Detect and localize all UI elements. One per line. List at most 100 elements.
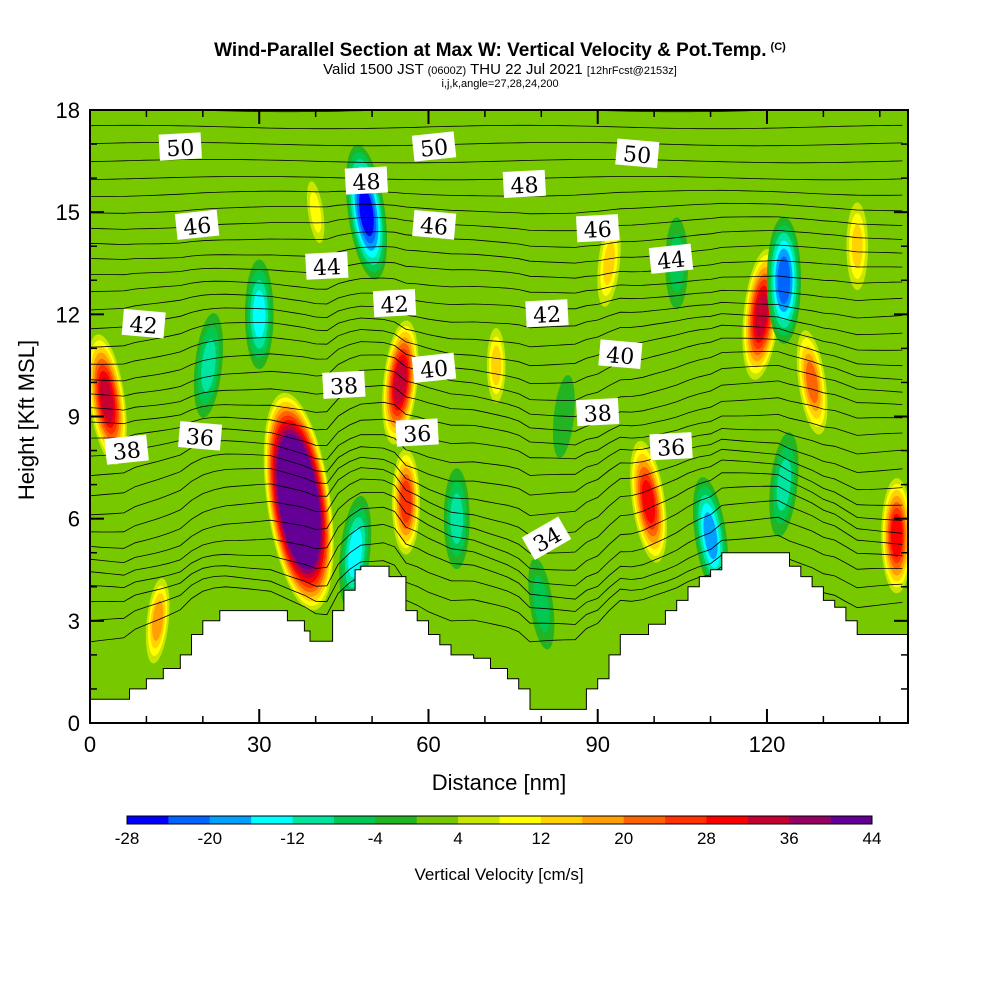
copyright-mark: (C) (770, 41, 786, 53)
colorbar-swatch (540, 816, 583, 824)
theta-label: 42 (525, 299, 569, 329)
potential-temperature-contours (90, 110, 903, 643)
colorbar-swatch (458, 816, 500, 824)
colorbar-tick-label: 28 (697, 829, 716, 848)
colorbar-swatch (665, 816, 707, 824)
theta-label: 42 (372, 289, 417, 319)
velocity-band (359, 188, 374, 237)
velocity-band (348, 527, 363, 578)
theta-label: 46 (575, 214, 620, 244)
isentrope-line (90, 159, 903, 164)
colorbar-swatch (623, 816, 666, 824)
velocity-band (201, 339, 216, 392)
theta-label-text: 40 (419, 356, 449, 384)
theta-label-text: 50 (419, 135, 449, 163)
theta-label: 46 (174, 209, 220, 241)
x-axis-label: Distance [nm] (432, 770, 567, 795)
velocity-cell (193, 313, 224, 418)
velocity-cell (244, 259, 274, 370)
isentrope-line (90, 289, 903, 311)
colorbar-frame (126, 815, 873, 825)
colorbar-swatch (830, 816, 873, 824)
colorbar-swatch (416, 816, 459, 824)
theta-label: 48 (502, 169, 546, 200)
velocity-cell (766, 216, 801, 344)
theta-label: 48 (344, 166, 388, 196)
valid-time-line: Valid 1500 JST (0600Z) THU 22 Jul 2021 [… (0, 62, 1000, 79)
velocity-band (776, 458, 792, 511)
valid-date: THU 22 Jul 2021 (470, 61, 583, 78)
velocity-cell (90, 334, 127, 465)
velocity-cell (879, 472, 908, 600)
colorbar-tick-label: 20 (614, 829, 633, 848)
isentrope-line (90, 244, 903, 264)
isentrope-line (90, 459, 903, 536)
isentrope-line (90, 364, 903, 418)
isentrope-line (90, 324, 903, 367)
chart-title-block: Wind-Parallel Section at Max W: Vertical… (0, 36, 1000, 90)
colorbar-swatch (706, 816, 749, 824)
velocity-band (703, 512, 718, 560)
isentrope-line (90, 229, 903, 248)
velocity-cell (390, 442, 422, 561)
valid-zulu: (0600Z) (427, 65, 467, 77)
velocity-cell (796, 330, 828, 435)
colorbar-swatch (375, 816, 418, 824)
colorbar-swatch (127, 816, 169, 824)
x-tick-label: 90 (585, 732, 609, 757)
y-tick-label: 0 (68, 711, 80, 736)
theta-label: 44 (305, 251, 349, 281)
theta-label-text: 36 (657, 435, 686, 461)
theta-label: 38 (575, 398, 620, 428)
theta-label-text: 46 (583, 217, 612, 243)
y-tick-label: 6 (68, 507, 80, 532)
velocity-cell (597, 219, 621, 307)
y-tick-label: 12 (56, 302, 80, 327)
theta-label-text: 46 (419, 214, 449, 241)
colorbar-tick-label: -20 (198, 829, 223, 848)
colorbar-swatch (251, 816, 293, 824)
theta-label-text: 42 (128, 312, 158, 339)
valid-prefix: Valid 1500 JST (323, 61, 424, 78)
isentrope-line (90, 380, 903, 432)
isentrope-line (90, 176, 903, 181)
theta-label-text: 48 (352, 170, 381, 196)
theta-label-text: 50 (166, 136, 195, 162)
colorbar-tick-label: -4 (368, 829, 383, 848)
velocity-band (393, 359, 407, 406)
theta-label-text: 40 (605, 343, 635, 370)
velocity-band (851, 224, 863, 269)
velocity-cell (692, 477, 729, 595)
isentrope-line (90, 485, 903, 571)
isentrope-line (90, 202, 903, 215)
colorbar-swatch (499, 816, 542, 824)
theta-label: 50 (411, 131, 457, 163)
isentrope-line (90, 438, 903, 497)
theta-label-text: 38 (329, 374, 358, 400)
velocity-cell (484, 319, 508, 412)
y-tick-label: 9 (68, 405, 80, 430)
isentrope-line (90, 397, 903, 446)
colorbar-label: Vertical Velocity [cm/s] (414, 865, 583, 884)
velocity-band (754, 291, 768, 337)
isentrope-line (90, 275, 903, 294)
theta-label-text: 42 (380, 292, 409, 318)
velocity-band (777, 256, 791, 305)
theta-label: 40 (598, 339, 643, 370)
isentrope-line (90, 472, 903, 554)
theta-label-text: 36 (185, 425, 215, 452)
potential-temperature-labels: 50 50 50 48 48 46 46 46 44 44 42 42 42 40 40 38 38 38 36 36… (104, 131, 694, 560)
theta-label: 44 (648, 243, 694, 275)
y-tick-label: 3 (68, 609, 80, 634)
colorbar-swatch (168, 816, 211, 824)
velocity-band (100, 377, 114, 422)
isentrope-line (90, 516, 903, 600)
velocity-cell (143, 570, 172, 671)
colorbar-tick-label: 36 (780, 829, 799, 848)
chart-title: Wind-Parallel Section at Max W: Vertical… (0, 36, 1000, 62)
isentrope-line (90, 124, 903, 130)
velocity-band (400, 480, 412, 523)
isentrope-line (90, 351, 903, 401)
theta-label: 40 (411, 352, 457, 384)
